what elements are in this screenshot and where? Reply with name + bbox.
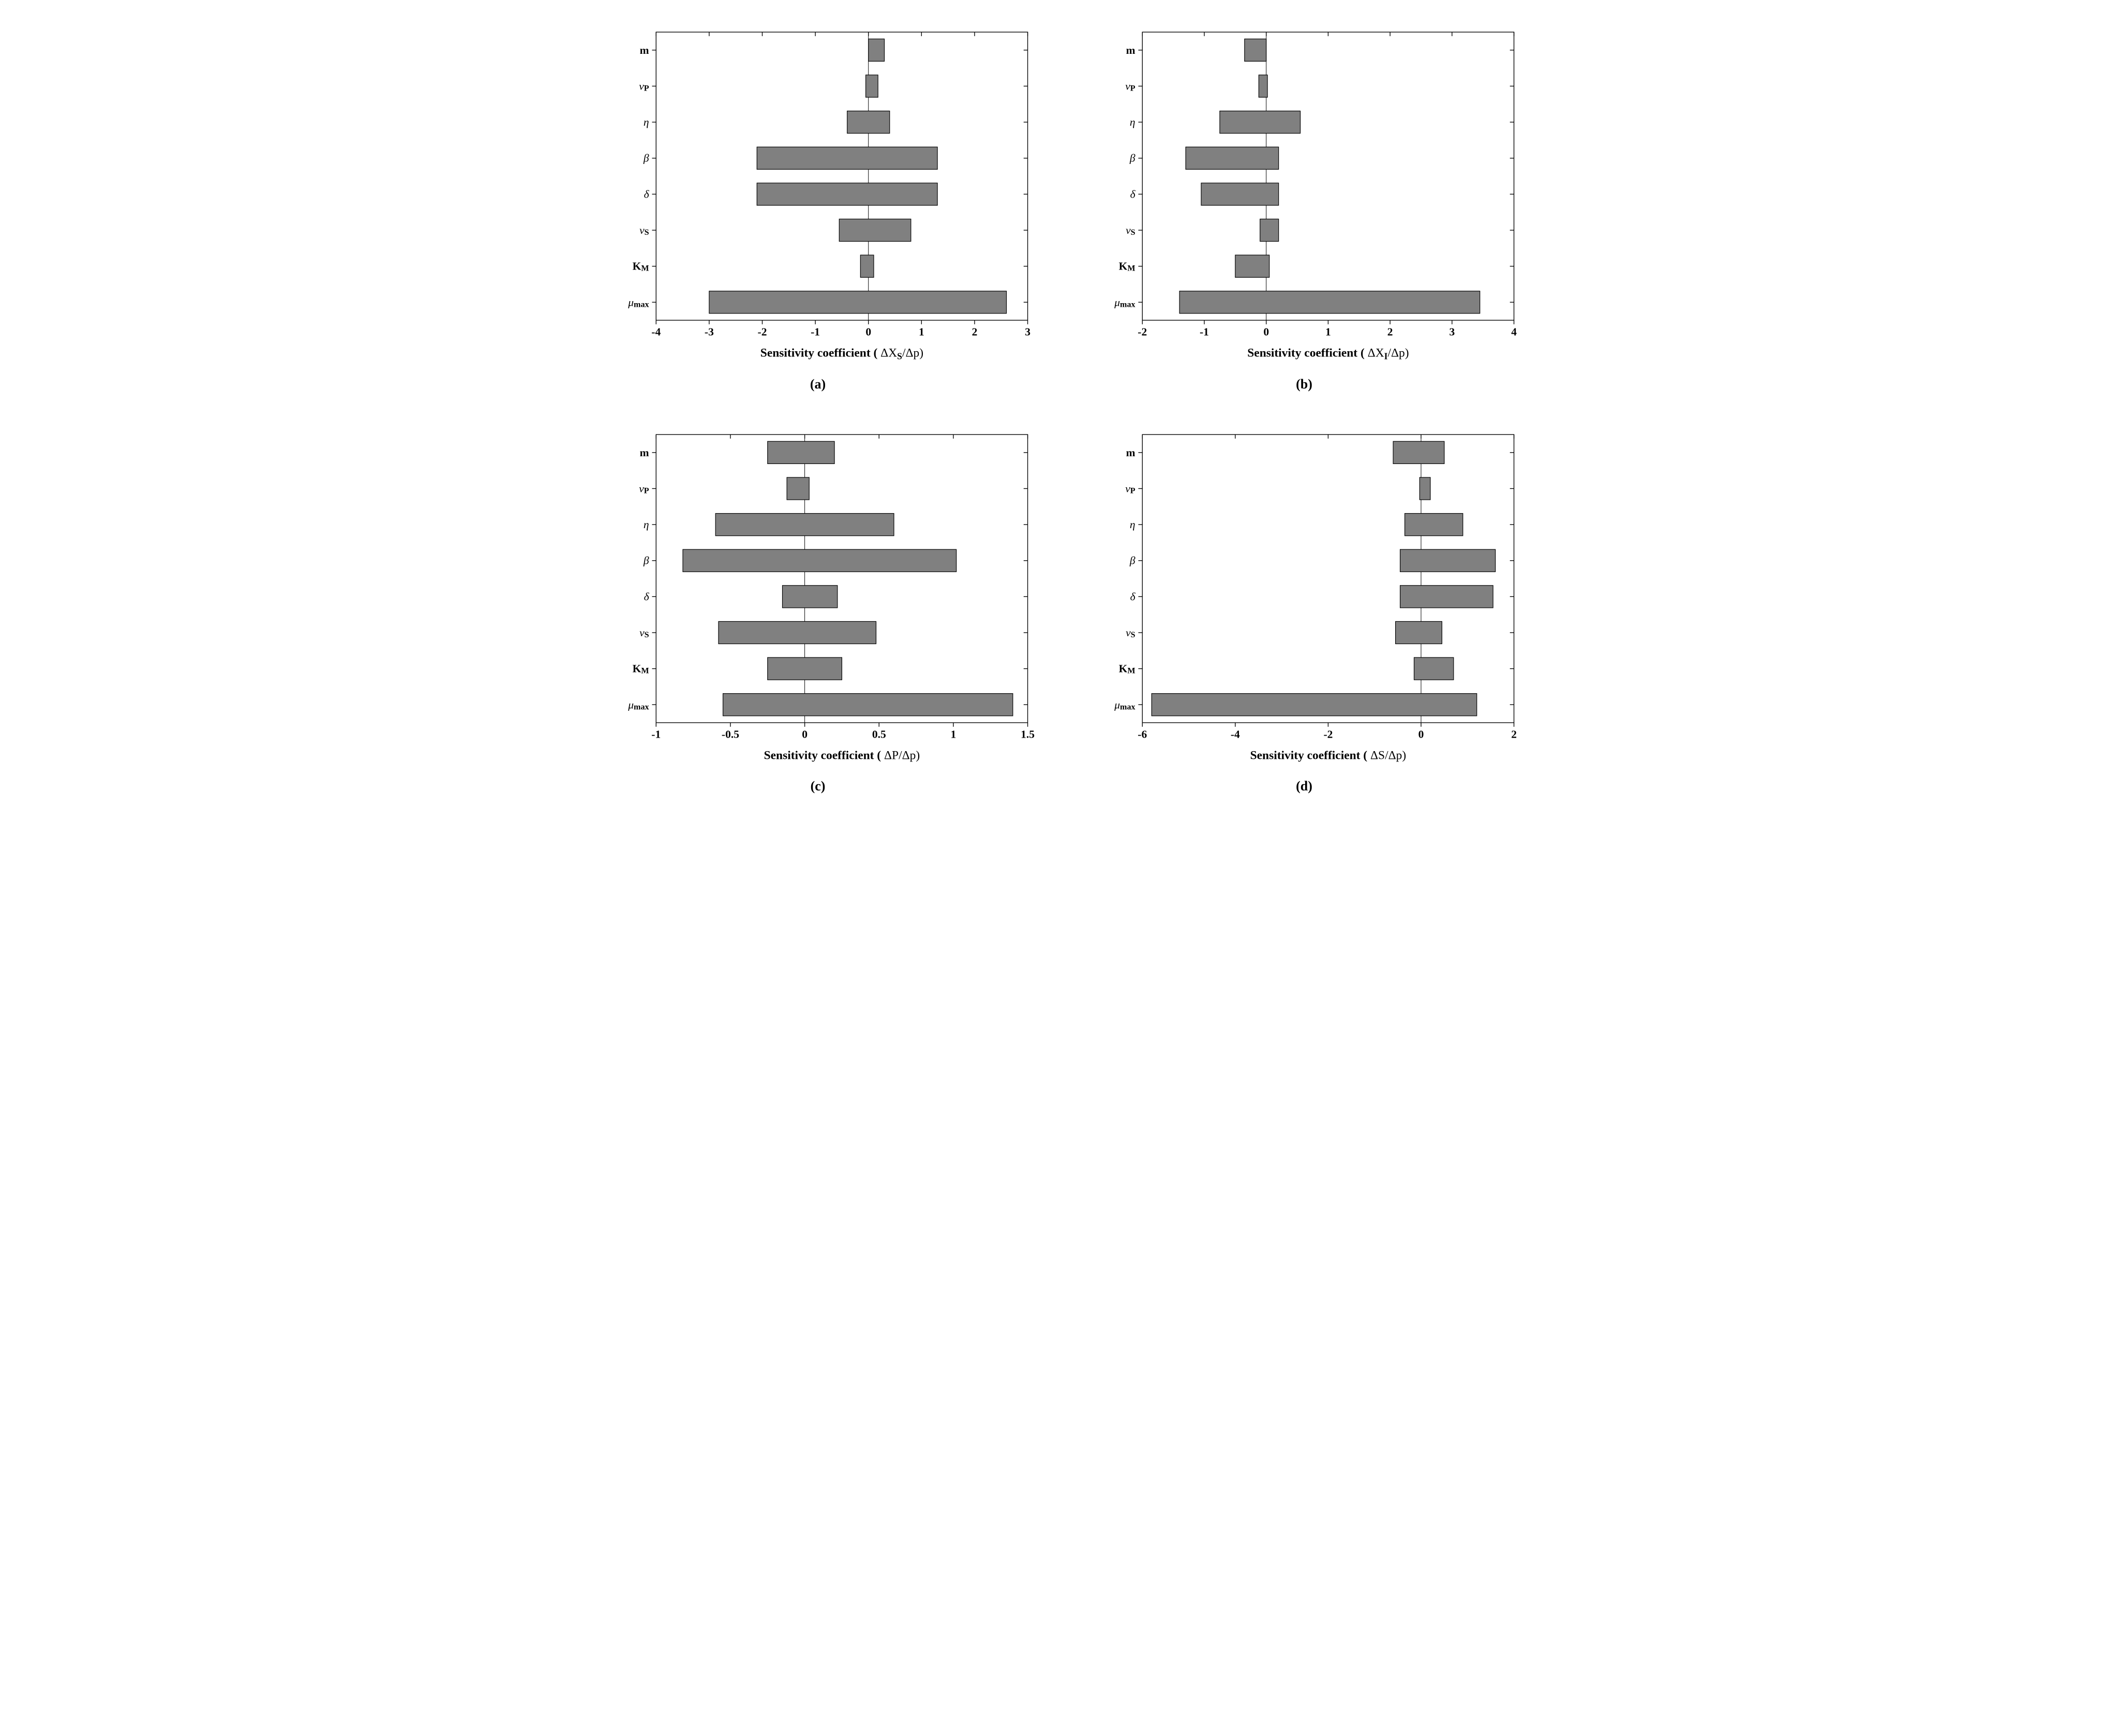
svg-text:3: 3 (1025, 325, 1030, 338)
svg-text:η: η (644, 518, 649, 531)
svg-text:β: β (643, 152, 649, 164)
chart-grid: m νP η β δ νS KM μmax -4 -3 -2 -1 0 1 2 3 Sensitivity co… (595, 21, 1527, 794)
panel-d: m νP η β δ νS KM μmax -6 -4 -2 0 2 Sensitivity coeffi… (1082, 423, 1527, 795)
svg-text:μmax: μmax (1114, 296, 1135, 309)
svg-text:-1: -1 (1200, 325, 1209, 338)
chart-b: m νP η β δ νS KM μmax -2 -1 0 1 2 3 4 Sensitivity coeff… (1082, 21, 1527, 367)
svg-text:0.5: 0.5 (872, 728, 886, 740)
svg-text:νP: νP (639, 80, 649, 93)
svg-text:1: 1 (1325, 325, 1331, 338)
svg-text:δ: δ (1130, 590, 1136, 603)
svg-text:m: m (1126, 446, 1135, 458)
svg-text:2: 2 (972, 325, 978, 338)
svg-text:νS: νS (639, 224, 649, 237)
svg-text:3: 3 (1449, 325, 1455, 338)
svg-text:0: 0 (802, 728, 808, 740)
svg-text:m: m (640, 446, 649, 458)
svg-text:m: m (1126, 44, 1135, 56)
svg-text:-1: -1 (811, 325, 820, 338)
svg-text:νP: νP (639, 482, 649, 495)
caption-d: (d) (1296, 779, 1312, 794)
svg-text:-2: -2 (758, 325, 767, 338)
chart-c: m νP η β δ νS KM μmax -1 -0.5 0 0.5 1 1.5 Sensitivity … (595, 423, 1040, 770)
svg-text:δ: δ (644, 590, 650, 603)
svg-text:2: 2 (1387, 325, 1393, 338)
svg-text:β: β (1129, 152, 1135, 164)
svg-text:β: β (643, 554, 649, 566)
svg-text:νP: νP (1125, 482, 1135, 495)
panel-b: m νP η β δ νS KM μmax -2 -1 0 1 2 3 4 Sensitivity coeff… (1082, 21, 1527, 392)
svg-text:-4: -4 (651, 325, 661, 338)
svg-text:1: 1 (951, 728, 957, 740)
svg-text:1.5: 1.5 (1021, 728, 1035, 740)
svg-text:β: β (1129, 554, 1135, 566)
panel-a: m νP η β δ νS KM μmax -4 -3 -2 -1 0 1 2 3 Sensitivity co… (595, 21, 1040, 392)
panel-c: m νP η β δ νS KM μmax -1 -0.5 0 0.5 1 1.5 Sensitivity … (595, 423, 1040, 795)
svg-text:4: 4 (1511, 325, 1517, 338)
caption-a: (a) (810, 377, 826, 392)
svg-text:δ: δ (1130, 188, 1136, 200)
svg-text:1: 1 (919, 325, 924, 338)
svg-text:η: η (1130, 116, 1135, 128)
svg-text:δ: δ (644, 188, 650, 200)
svg-text:-0.5: -0.5 (722, 728, 739, 740)
svg-text:Sensitivity coefficient ( ΔXS/: Sensitivity coefficient ( ΔXS/Δp) (760, 346, 923, 361)
chart-d: m νP η β δ νS KM μmax -6 -4 -2 0 2 Sensitivity coeffi… (1082, 423, 1527, 770)
svg-text:0: 0 (1263, 325, 1269, 338)
svg-text:0: 0 (1418, 728, 1424, 740)
svg-text:Sensitivity coefficient ( ΔP/Δ: Sensitivity coefficient ( ΔP/Δp) (764, 749, 920, 762)
svg-text:μmax: μmax (1114, 698, 1135, 711)
svg-text:νS: νS (1126, 224, 1135, 237)
svg-text:Sensitivity coefficient ( ΔXI/: Sensitivity coefficient ( ΔXI/Δp) (1247, 346, 1409, 361)
svg-text:-6: -6 (1138, 728, 1147, 740)
svg-text:Sensitivity coefficient ( ΔS/Δ: Sensitivity coefficient ( ΔS/Δp) (1250, 749, 1407, 762)
svg-text:-3: -3 (705, 325, 714, 338)
svg-text:η: η (1130, 518, 1135, 531)
svg-text:0: 0 (865, 325, 871, 338)
caption-c: (c) (811, 779, 826, 794)
svg-text:KM: KM (633, 662, 649, 675)
svg-text:νS: νS (639, 626, 649, 639)
svg-text:-4: -4 (1231, 728, 1240, 740)
svg-text:KM: KM (1119, 260, 1135, 273)
svg-text:-2: -2 (1323, 728, 1333, 740)
caption-b: (b) (1296, 377, 1312, 392)
svg-text:-1: -1 (651, 728, 661, 740)
svg-text:-2: -2 (1138, 325, 1147, 338)
svg-text:μmax: μmax (627, 296, 649, 309)
chart-a: m νP η β δ νS KM μmax -4 -3 -2 -1 0 1 2 3 Sensitivity co… (595, 21, 1040, 367)
svg-text:νP: νP (1125, 80, 1135, 93)
svg-text:μmax: μmax (627, 698, 649, 711)
svg-text:2: 2 (1511, 728, 1517, 740)
svg-text:m: m (640, 44, 649, 56)
svg-text:KM: KM (1119, 662, 1135, 675)
svg-text:KM: KM (633, 260, 649, 273)
svg-text:η: η (644, 116, 649, 128)
svg-text:νS: νS (1126, 626, 1135, 639)
